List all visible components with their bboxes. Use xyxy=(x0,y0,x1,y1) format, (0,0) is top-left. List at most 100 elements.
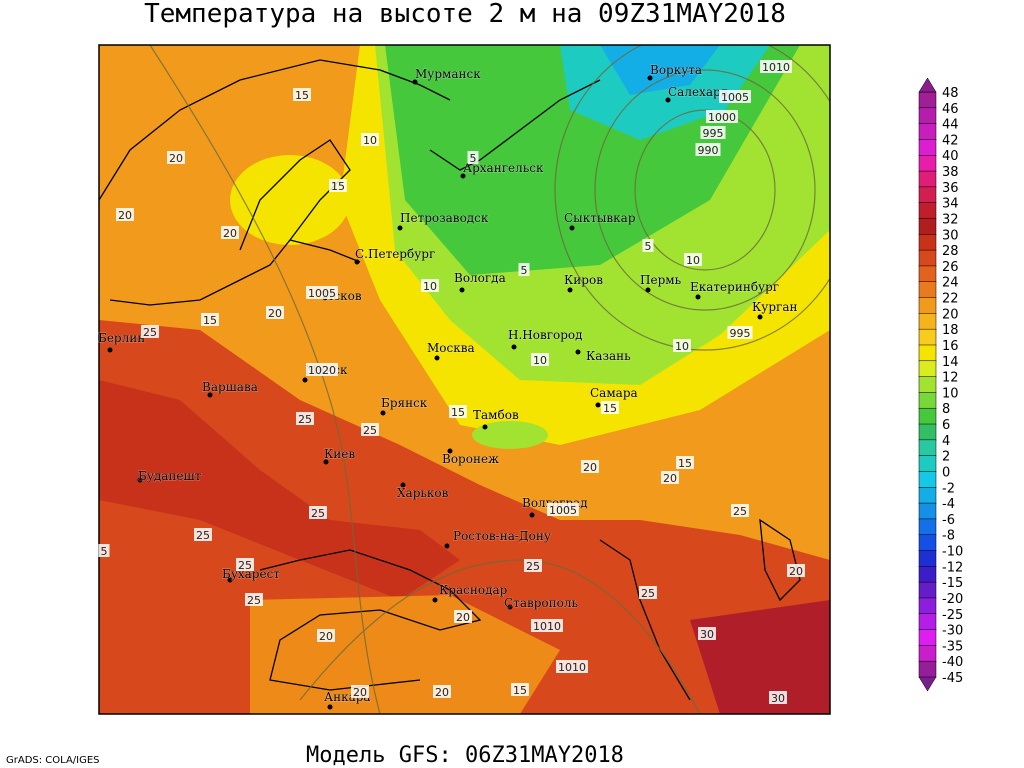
colorbar-label: 8 xyxy=(942,402,950,417)
colorbar-segment xyxy=(918,581,937,599)
city-dot xyxy=(444,543,450,549)
colorbar-label: 14 xyxy=(942,355,959,370)
colorbar-segment xyxy=(918,218,937,236)
city-label: Н.Новгород xyxy=(508,328,583,342)
contour-label-box xyxy=(731,504,749,517)
city-label: Архангельск xyxy=(463,161,544,175)
city-dot xyxy=(645,287,651,293)
contour-label: 1000 xyxy=(708,111,736,124)
contour-label: 25 xyxy=(733,505,747,518)
city-label: Воронеж xyxy=(442,452,499,466)
contour-label-box xyxy=(421,279,439,292)
contour-label: 5 xyxy=(101,545,108,558)
colorbar-label: 10 xyxy=(942,386,959,401)
city-label: Краснодар xyxy=(439,583,508,597)
city-label: Харьков xyxy=(397,486,449,500)
colorbar-label: 48 xyxy=(942,86,959,101)
contour-label-box xyxy=(700,126,726,139)
colorbar-label: 38 xyxy=(942,165,959,180)
credit: GrADS: COLA/IGES xyxy=(6,755,100,766)
colorbar-segment xyxy=(918,645,937,662)
contour-label-box xyxy=(676,456,694,469)
contour-label: 20 xyxy=(789,565,803,578)
contour-label-box xyxy=(547,503,579,516)
city-label: Казань xyxy=(586,349,631,363)
contour-label: 5 xyxy=(645,240,652,253)
colorbar-label: 24 xyxy=(942,276,959,291)
city-dot xyxy=(432,597,438,603)
contour-label: 15 xyxy=(203,314,217,327)
field-sea xyxy=(250,595,560,714)
city-label: Ростов-на-Дону xyxy=(453,529,551,543)
contour-label-box xyxy=(695,143,721,156)
colorbar-label: -35 xyxy=(942,639,963,654)
colorbar-segment xyxy=(918,597,937,615)
city-label: Самара xyxy=(590,386,638,400)
city-dot xyxy=(207,392,213,398)
map-frame xyxy=(98,44,831,715)
colorbar-label: 40 xyxy=(942,149,959,164)
colorbar-segment xyxy=(918,202,937,220)
contour-label: 995 xyxy=(703,127,724,140)
contour-label: 1005 xyxy=(549,504,577,517)
contour-label: 1010 xyxy=(533,620,561,633)
city-label: С.Петербург xyxy=(355,247,435,261)
colorbar-segment xyxy=(918,455,937,473)
contour-label: 995 xyxy=(730,327,751,340)
city-dot xyxy=(323,459,329,465)
contour-label: 10 xyxy=(533,354,547,367)
colorbar-segment xyxy=(918,502,937,520)
contour-label: 15 xyxy=(295,89,309,102)
city-label: Тамбов xyxy=(473,408,519,422)
colorbar-label: 44 xyxy=(942,118,959,133)
contour-label-box xyxy=(769,691,787,704)
city-dot xyxy=(227,577,233,583)
contour-label-box xyxy=(141,325,159,338)
contour-label: 990 xyxy=(698,144,719,157)
contour-label: 10 xyxy=(675,340,689,353)
city-dot xyxy=(665,97,671,103)
city-dot xyxy=(107,347,113,353)
city-dot xyxy=(327,704,333,710)
colorbar-segment xyxy=(918,313,937,330)
colorbar-label: 22 xyxy=(942,292,959,307)
city-dot xyxy=(434,355,440,361)
city-dot xyxy=(695,294,701,300)
city-dot xyxy=(380,410,386,416)
contour-label: 20 xyxy=(435,686,449,699)
city-label: Берлин xyxy=(98,331,145,345)
field-very-cold xyxy=(600,45,720,95)
city-label: Ставрополь xyxy=(504,596,578,610)
city-label: Брянск xyxy=(381,396,428,410)
colorbar-segment xyxy=(918,170,937,188)
colorbar-label: -8 xyxy=(942,529,955,544)
contour-label: 15 xyxy=(678,457,692,470)
city-dot xyxy=(400,482,406,488)
colorbar-label: 28 xyxy=(942,244,959,259)
contour-label-box xyxy=(467,151,479,164)
contour-label-box xyxy=(221,226,239,239)
city-dot xyxy=(397,225,403,231)
colorbar-segment xyxy=(918,660,937,678)
contour-label-box xyxy=(296,412,314,425)
field-hot-east xyxy=(690,600,830,714)
field-freezing xyxy=(560,45,770,140)
colorbar-segment xyxy=(918,186,937,204)
contour-label-box xyxy=(98,544,110,557)
temperature-field xyxy=(99,45,830,714)
colorbar-segment xyxy=(918,249,937,267)
colorbar-label: 4 xyxy=(942,434,950,449)
coastlines xyxy=(99,59,801,701)
colorbar-segment xyxy=(918,297,937,315)
city-label: Киев xyxy=(324,447,355,461)
contour-label: 20 xyxy=(169,152,183,165)
city-label: Киров xyxy=(564,273,603,287)
contour-label: 25 xyxy=(363,424,377,437)
contour-label: 25 xyxy=(238,559,252,572)
contour-label: 25 xyxy=(641,587,655,600)
colorbar-segment xyxy=(918,376,937,394)
city-label: Вологда xyxy=(454,271,506,285)
colorbar-segment xyxy=(918,566,937,583)
colorbar-label: 36 xyxy=(942,181,959,196)
contour-label-box xyxy=(787,564,805,577)
